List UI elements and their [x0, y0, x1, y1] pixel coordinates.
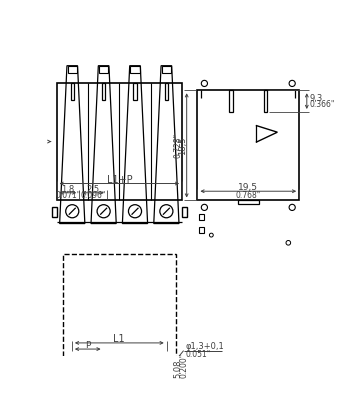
Text: 0.768": 0.768" [236, 190, 261, 200]
Bar [162, 66, 171, 74]
Bar [99, 66, 108, 74]
Bar [63, 254, 176, 358]
Text: 18,5: 18,5 [178, 136, 187, 155]
Text: 19,5: 19,5 [238, 183, 258, 192]
Bar [199, 214, 204, 220]
Bar [133, 83, 137, 100]
Bar [56, 83, 182, 200]
Text: 0.071": 0.071" [55, 191, 80, 200]
Text: 1,8: 1,8 [61, 185, 74, 194]
Text: 5,08: 5,08 [174, 360, 183, 378]
Text: L1: L1 [114, 334, 125, 344]
Text: L1+P: L1+P [107, 175, 132, 185]
Text: 2,5: 2,5 [86, 185, 100, 194]
Text: P: P [85, 341, 90, 350]
Bar [182, 207, 187, 218]
Text: 0.096": 0.096" [80, 191, 106, 200]
Bar [238, 200, 259, 204]
Text: 0.366": 0.366" [309, 100, 335, 110]
Bar [68, 66, 77, 74]
Bar [165, 83, 168, 100]
Text: 0.200": 0.200" [180, 353, 189, 378]
Bar [229, 90, 233, 112]
Text: φ1,3+0,1: φ1,3+0,1 [185, 342, 224, 351]
Bar [71, 83, 74, 100]
Text: 9,3: 9,3 [309, 94, 322, 103]
Text: 0.728": 0.728" [174, 133, 183, 158]
Bar [199, 228, 204, 233]
Bar [264, 90, 268, 112]
Bar [102, 83, 105, 100]
Bar [197, 90, 299, 200]
Bar [52, 207, 56, 218]
Bar [131, 66, 139, 74]
Text: 0.051": 0.051" [185, 350, 210, 359]
